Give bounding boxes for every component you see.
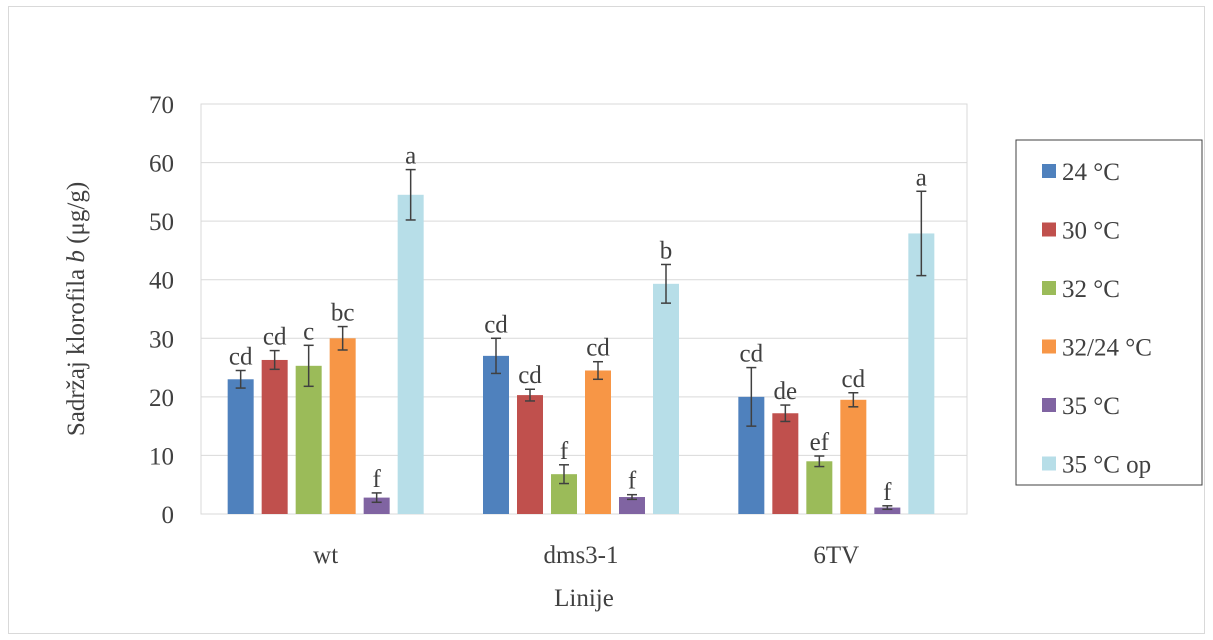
legend-label: 32/24 °C <box>1062 335 1152 362</box>
legend-label: 32 °C <box>1062 276 1120 303</box>
bar <box>908 233 935 514</box>
significance-label: cd <box>229 344 253 371</box>
legend-swatch <box>1042 164 1056 178</box>
x-tick-label: wt <box>313 542 338 569</box>
significance-label: cd <box>263 324 287 351</box>
bars <box>227 194 935 515</box>
y-tick-label: 40 <box>149 268 174 295</box>
legend-label: 24 °C <box>1062 159 1120 186</box>
legend-label: 35 °C op <box>1062 452 1151 479</box>
legend-swatch <box>1042 281 1056 295</box>
significance-label: c <box>303 318 314 345</box>
x-axis-title: Linije <box>554 585 614 612</box>
significance-label: cd <box>586 335 610 362</box>
y-tick-label: 60 <box>149 151 174 178</box>
legend-swatch <box>1042 222 1056 237</box>
x-tick-label: 6TV <box>813 542 859 569</box>
legend-box <box>1015 139 1203 486</box>
legend: 24 °C 30 °C 32 °C 32/24 °C 35 °C 35 °C op <box>1042 159 1152 479</box>
legend-label: 35 °C <box>1062 393 1120 420</box>
y-tick-label: 30 <box>149 326 174 353</box>
significance-label: ef <box>810 429 830 456</box>
significance-label: f <box>373 466 382 493</box>
significance-label: cd <box>842 366 866 393</box>
significance-label: cd <box>484 311 508 338</box>
bar <box>363 497 390 514</box>
significance-label: cd <box>518 362 542 389</box>
bar <box>806 461 833 514</box>
bar <box>483 355 509 514</box>
significance-label: cd <box>740 341 764 368</box>
legend-label: 30 °C <box>1062 218 1120 245</box>
significance-label: bc <box>331 300 355 327</box>
legend-swatch <box>1042 398 1056 412</box>
significance-label: f <box>560 438 569 465</box>
y-axis-title: Sadržaj klorofila b (μg/g) <box>63 182 90 436</box>
y-tick-label: 20 <box>149 385 174 412</box>
bar <box>619 497 645 514</box>
y-tick-label: 10 <box>149 443 174 470</box>
significance-label: a <box>916 164 927 191</box>
bar <box>227 379 254 514</box>
bar <box>517 395 543 514</box>
plot-area <box>200 103 968 515</box>
y-tick-label: 70 <box>149 92 174 119</box>
x-tick-label: dms3-1 <box>544 542 619 569</box>
error-bars <box>235 168 927 511</box>
bar <box>585 370 611 514</box>
y-tick-label: 0 <box>162 502 175 529</box>
bar <box>295 365 322 514</box>
bar <box>874 507 901 514</box>
significance-label: b <box>660 237 673 264</box>
significance-label: f <box>883 479 892 506</box>
legend-swatch <box>1042 339 1056 354</box>
y-tick-label: 50 <box>149 209 174 236</box>
bar <box>840 399 867 514</box>
gridlines <box>201 162 967 456</box>
bar <box>653 283 679 514</box>
bar <box>329 338 356 514</box>
y-tick-labels: 0 10 20 30 40 50 60 70 <box>149 92 174 529</box>
bar <box>397 194 424 515</box>
legend-swatch <box>1042 456 1056 471</box>
bar <box>772 413 799 514</box>
significance-label: a <box>405 143 416 170</box>
significance-label: f <box>628 468 637 495</box>
bar <box>261 359 288 514</box>
x-tick-labels: wt dms3-1 6TV <box>313 542 859 569</box>
significance-label: de <box>774 378 798 405</box>
